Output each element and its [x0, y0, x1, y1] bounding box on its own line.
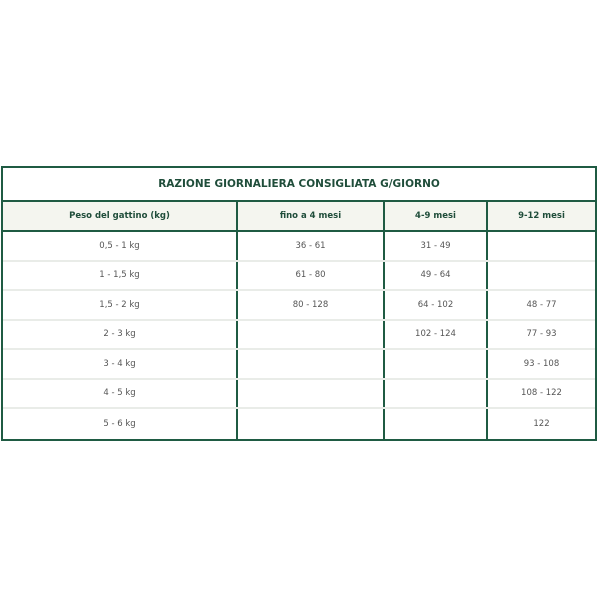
- table-cell: 122: [533, 418, 550, 429]
- table-cell: 1 - 1,5 kg: [3, 261, 238, 289]
- table-row: 2 - 3 kg 102 - 124 77 - 93: [3, 320, 595, 350]
- table-cell: 4 - 5 kg: [3, 379, 238, 407]
- table-cell: 36 - 61: [238, 232, 385, 260]
- table-row: 0,5 - 1 kg 36 - 61 31 - 49: [3, 232, 595, 262]
- table-cell: 93 - 108: [523, 358, 560, 369]
- table-cell: [385, 350, 488, 378]
- table-row: 1,5 - 2 kg 80 - 128 64 - 102 48 - 77: [3, 291, 595, 321]
- table-cell: 48 - 77: [526, 299, 557, 310]
- table-cell: [488, 232, 595, 260]
- header-weight: Peso del gattino (kg): [3, 202, 238, 230]
- table-cell: [238, 350, 385, 378]
- table-cell: 77 - 93: [526, 329, 557, 340]
- table-cell: 5 - 6 kg: [3, 409, 238, 439]
- header-row: Peso del gattino (kg) fino a 4 mesi 4-9 …: [3, 202, 595, 232]
- table-title: RAZIONE GIORNALIERA CONSIGLIATA G/GIORNO: [3, 168, 595, 202]
- table-cell: 1,5 - 2 kg: [3, 291, 238, 319]
- header-9-12-months: 9-12 mesi: [518, 211, 565, 221]
- table-cell: 102 - 124: [385, 320, 488, 348]
- table-cell: [238, 320, 385, 348]
- table-cell: [238, 379, 385, 407]
- table-cell: [488, 262, 595, 290]
- table-cell: 31 - 49: [385, 232, 488, 260]
- table-cell: 2 - 3 kg: [3, 320, 238, 348]
- daily-ration-table: RAZIONE GIORNALIERA CONSIGLIATA G/GIORNO…: [1, 166, 597, 441]
- table-cell: 80 - 128: [238, 291, 385, 319]
- table-row: 4 - 5 kg 108 - 122: [3, 379, 595, 409]
- table-cell: 49 - 64: [385, 261, 488, 289]
- header-up-to-4-months: fino a 4 mesi: [238, 202, 385, 230]
- table-cell: [238, 409, 385, 439]
- table-row: 3 - 4 kg 93 - 108: [3, 350, 595, 380]
- table-cell: [385, 409, 488, 439]
- table-cell: 64 - 102: [385, 291, 488, 319]
- table-cell: 3 - 4 kg: [3, 350, 238, 378]
- table-cell: 108 - 122: [521, 388, 562, 399]
- table-cell: 61 - 80: [238, 261, 385, 289]
- table-cell: [385, 379, 488, 407]
- table-row: 5 - 6 kg 122: [3, 409, 595, 439]
- table-row: 1 - 1,5 kg 61 - 80 49 - 64: [3, 261, 595, 291]
- table-cell: 0,5 - 1 kg: [3, 232, 238, 260]
- header-4-9-months: 4-9 mesi: [385, 202, 488, 230]
